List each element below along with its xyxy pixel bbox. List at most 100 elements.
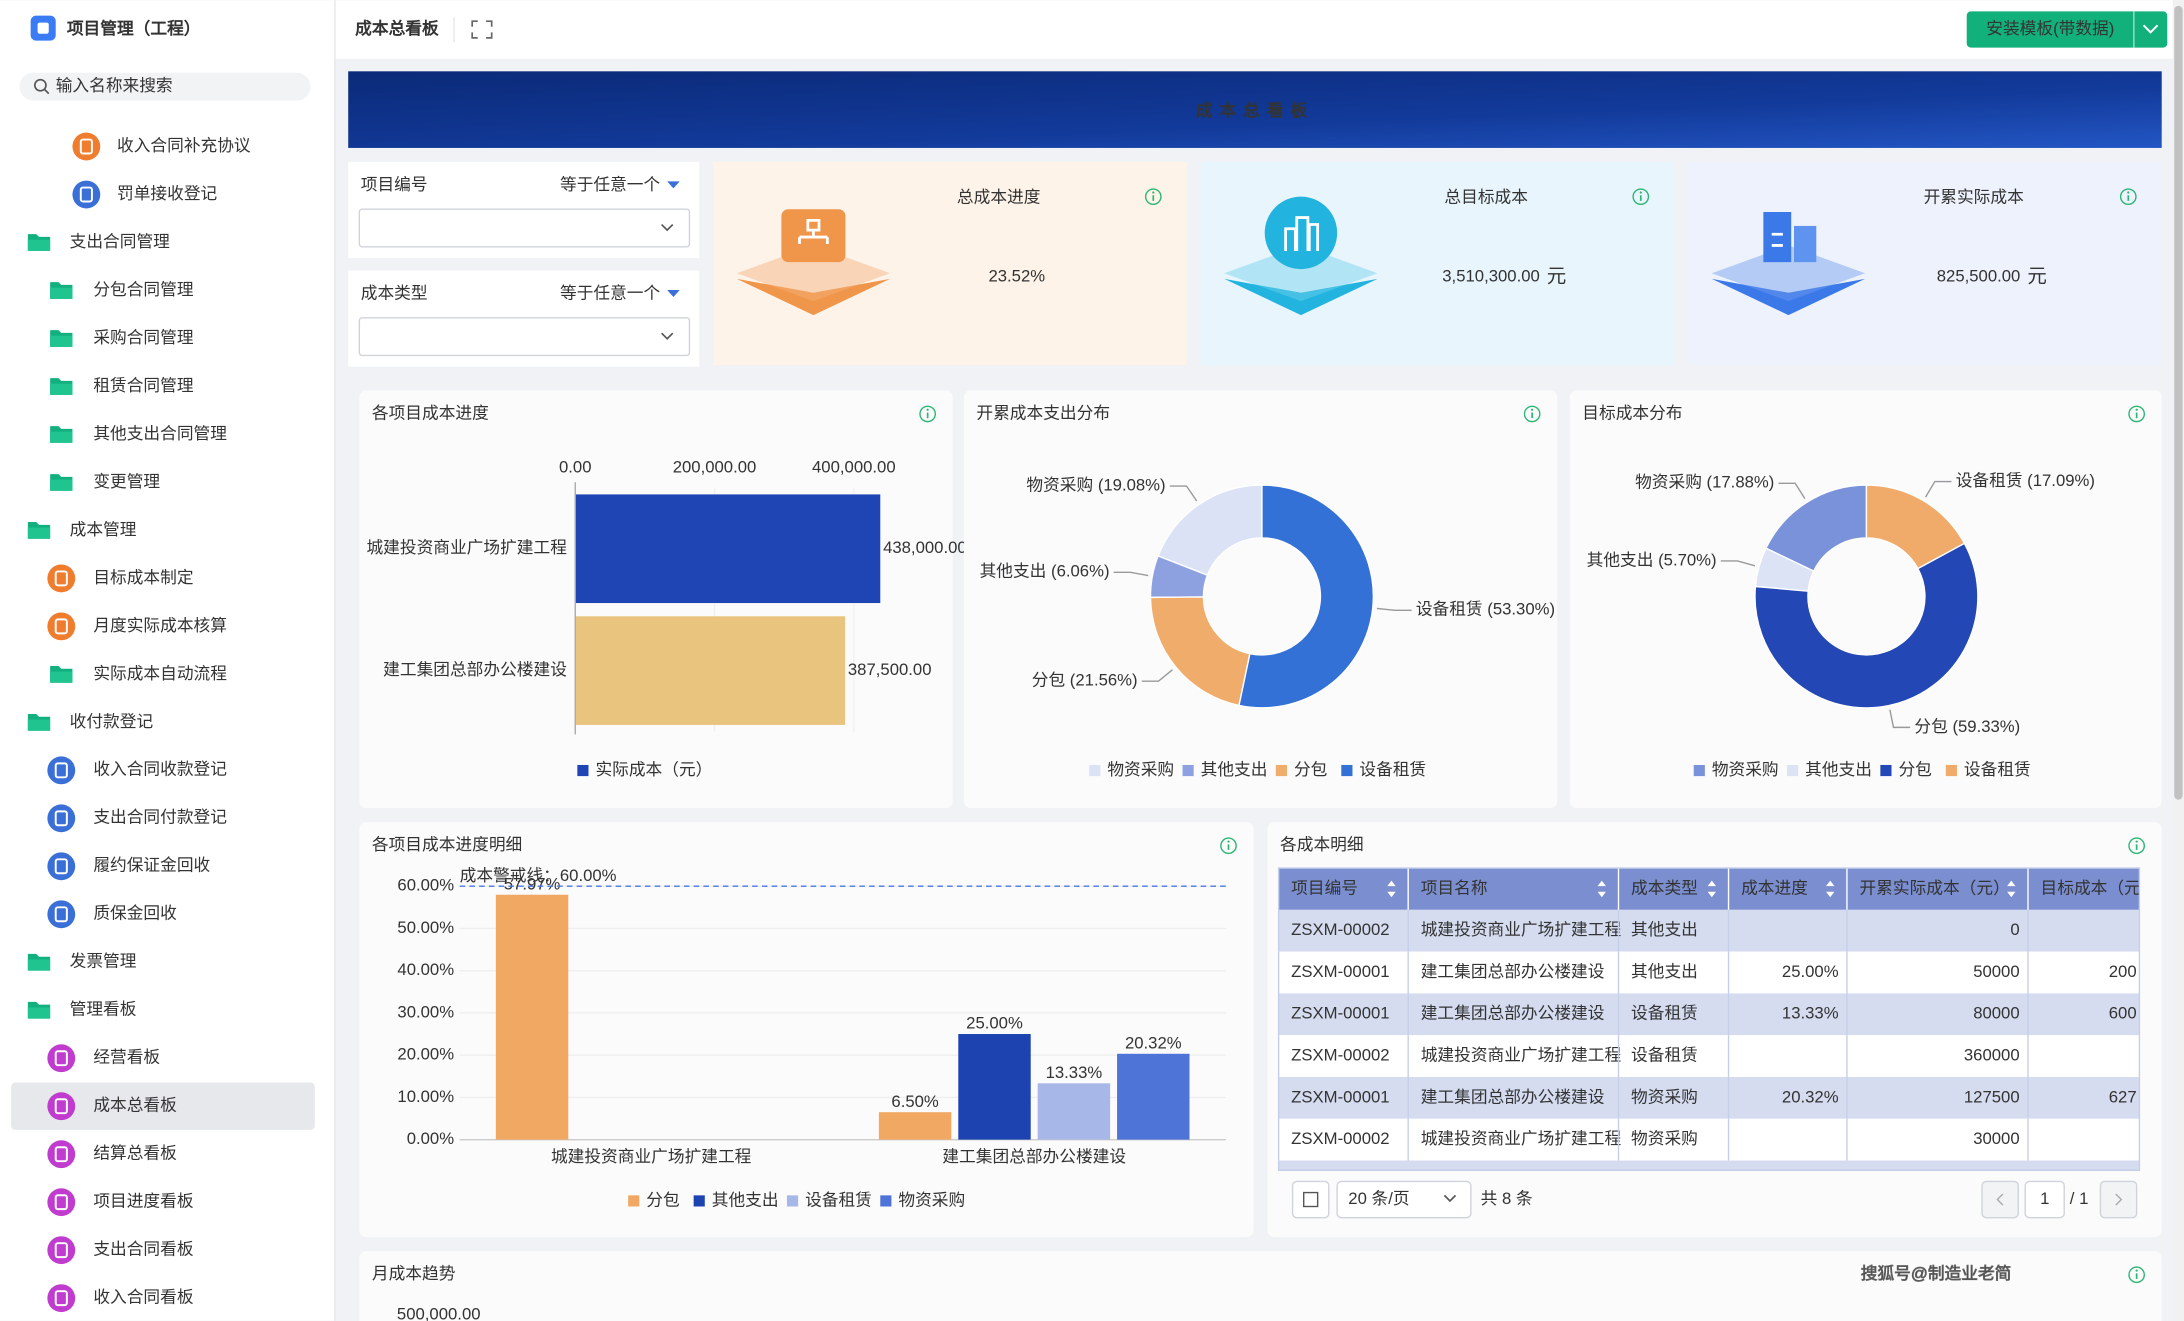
info-icon [2128,837,2145,855]
menu-icon [47,1284,76,1313]
menu-item[interactable]: 质保金回收 [93,904,177,923]
menu-item[interactable]: 支出合同看板 [93,1240,194,1259]
menu-item[interactable]: 实际成本自动流程 [93,664,227,683]
legend-label[interactable]: 其他支出 [1805,760,1872,779]
sort-icon[interactable] [1597,880,1606,898]
table-row[interactable] [1278,909,2173,952]
menu-item[interactable]: 项目进度看板 [93,1192,194,1211]
menu-item[interactable]: 罚单接收登记 [117,184,218,203]
filter-operator[interactable]: 等于任意一个 [560,175,661,194]
legend-label[interactable]: 物资采购 [1712,760,1779,779]
bar[interactable] [1117,1053,1190,1140]
kpi-value: 23.52% [988,267,1045,286]
data-label: 分包 (21.56%) [1032,671,1138,690]
legend-label[interactable]: 设备租赁 [1359,760,1426,779]
expand-icon[interactable] [471,20,493,39]
search-box[interactable] [19,72,311,101]
donut-segment[interactable] [1754,542,1979,709]
menu-item[interactable]: 履约保证金回收 [93,856,210,875]
table-cell: 20.32% [1782,1087,1839,1106]
page-icon-button[interactable] [1291,1180,1330,1219]
menu-item[interactable]: 目标成本制定 [93,568,194,587]
legend-label[interactable]: 物资采购 [1107,760,1174,779]
menu-item[interactable]: 分包合同管理 [93,280,194,299]
kpi-unit: 元 [1547,266,1567,288]
kpi-icon [1264,196,1338,270]
data-table: 项目编号 项目名称 成本类型 成本进度 开累实际成本（元） 目标成本（元） ZSXM-000… [1278,868,2173,1171]
column-header[interactable]: 开累实际成本（元） [1859,878,2009,897]
menu-item[interactable]: 收入合同看板 [93,1288,194,1307]
column-header[interactable]: 项目编号 [1291,878,1358,897]
menu-item[interactable]: 采购合同管理 [93,328,194,347]
table-row[interactable] [1278,993,2173,1036]
donut-segment[interactable] [1149,596,1251,707]
column-header[interactable]: 成本进度 [1741,878,1808,897]
legend-label[interactable]: 其他支出 [1201,760,1268,779]
menu-group[interactable]: 收付款登记 [70,712,154,731]
prev-arrow [1996,1193,2004,1206]
sort-icon[interactable] [1826,880,1835,898]
prev-page[interactable] [1981,1180,2019,1219]
table-row[interactable] [1278,1035,2173,1077]
menu-item[interactable]: 经营看板 [93,1048,160,1067]
table-header [1278,868,2140,910]
kpi-value: 825,500.00 [1937,267,2021,286]
legend-swatch [1275,764,1287,777]
panel [963,390,1558,809]
donut-segment[interactable] [1865,484,1966,570]
install-button-text: 安装模板(带数据) [1986,19,2114,38]
search-icon [33,78,47,92]
bar[interactable] [1037,1083,1111,1140]
legend-label[interactable]: 实际成本（元） [595,760,712,779]
value-label: 57.97% [504,874,561,893]
menu-group[interactable]: 支出合同管理 [70,232,171,251]
filter-select[interactable] [358,208,691,248]
menu-item[interactable]: 其他支出合同管理 [93,424,227,443]
menu-item[interactable]: 结算总看板 [93,1144,177,1163]
legend-label[interactable]: 其他支出 [712,1190,779,1209]
donut-segment[interactable] [1238,484,1375,709]
legend-label[interactable]: 设备租赁 [805,1190,872,1209]
sort-icon[interactable] [1707,880,1716,898]
menu-item[interactable]: 成本总看板 [93,1096,177,1115]
legend-swatch [1693,764,1705,777]
menu-item[interactable]: 收入合同补充协议 [117,136,251,155]
scrollbar-thumb[interactable] [2174,5,2183,800]
legend-label[interactable]: 设备租赁 [1964,760,2031,779]
bar[interactable] [878,1112,952,1140]
legend-label[interactable]: 分包 [1294,760,1328,779]
sort-icon[interactable] [2007,880,2016,898]
install-button[interactable] [1966,11,2168,48]
install-button-caret[interactable] [2142,24,2159,34]
legend-label[interactable]: 物资采购 [898,1190,965,1209]
menu-item[interactable]: 月度实际成本核算 [93,616,227,635]
legend-label[interactable]: 分包 [646,1190,680,1209]
menu-item[interactable]: 租赁合同管理 [93,376,194,395]
y-tick-label: 60.00% [397,876,454,895]
column-header[interactable]: 目标成本（元） [2041,878,2158,897]
next-page[interactable] [2099,1180,2138,1219]
menu-item[interactable]: 收入合同收款登记 [93,760,227,779]
menu-item[interactable]: 支出合同付款登记 [93,808,227,827]
table-row[interactable] [1278,1076,2173,1119]
filter-select[interactable] [358,317,691,357]
page-input[interactable] [2024,1180,2065,1219]
tab-title[interactable]: 成本总看板 [355,18,439,38]
menu-group[interactable]: 管理看板 [70,1000,137,1019]
page-size-select[interactable] [1336,1180,1472,1219]
table-row[interactable] [1278,1118,2173,1161]
bar[interactable] [958,1034,1031,1140]
filter-operator[interactable]: 等于任意一个 [560,284,661,303]
menu-icon [47,1236,76,1265]
column-header[interactable]: 项目名称 [1421,878,1488,897]
column-header[interactable]: 成本类型 [1631,878,1698,897]
menu-group[interactable]: 发票管理 [70,952,137,971]
sort-icon[interactable] [1387,880,1396,898]
menu-group[interactable]: 成本管理 [70,520,137,539]
bar[interactable] [495,894,569,1140]
table-cell: ZSXM-00002 [1291,1129,1389,1148]
legend-label[interactable]: 分包 [1898,760,1932,779]
table-cell: 其他支出 [1631,962,1698,981]
menu-item[interactable]: 变更管理 [93,472,160,491]
table-row[interactable] [1278,951,2173,994]
